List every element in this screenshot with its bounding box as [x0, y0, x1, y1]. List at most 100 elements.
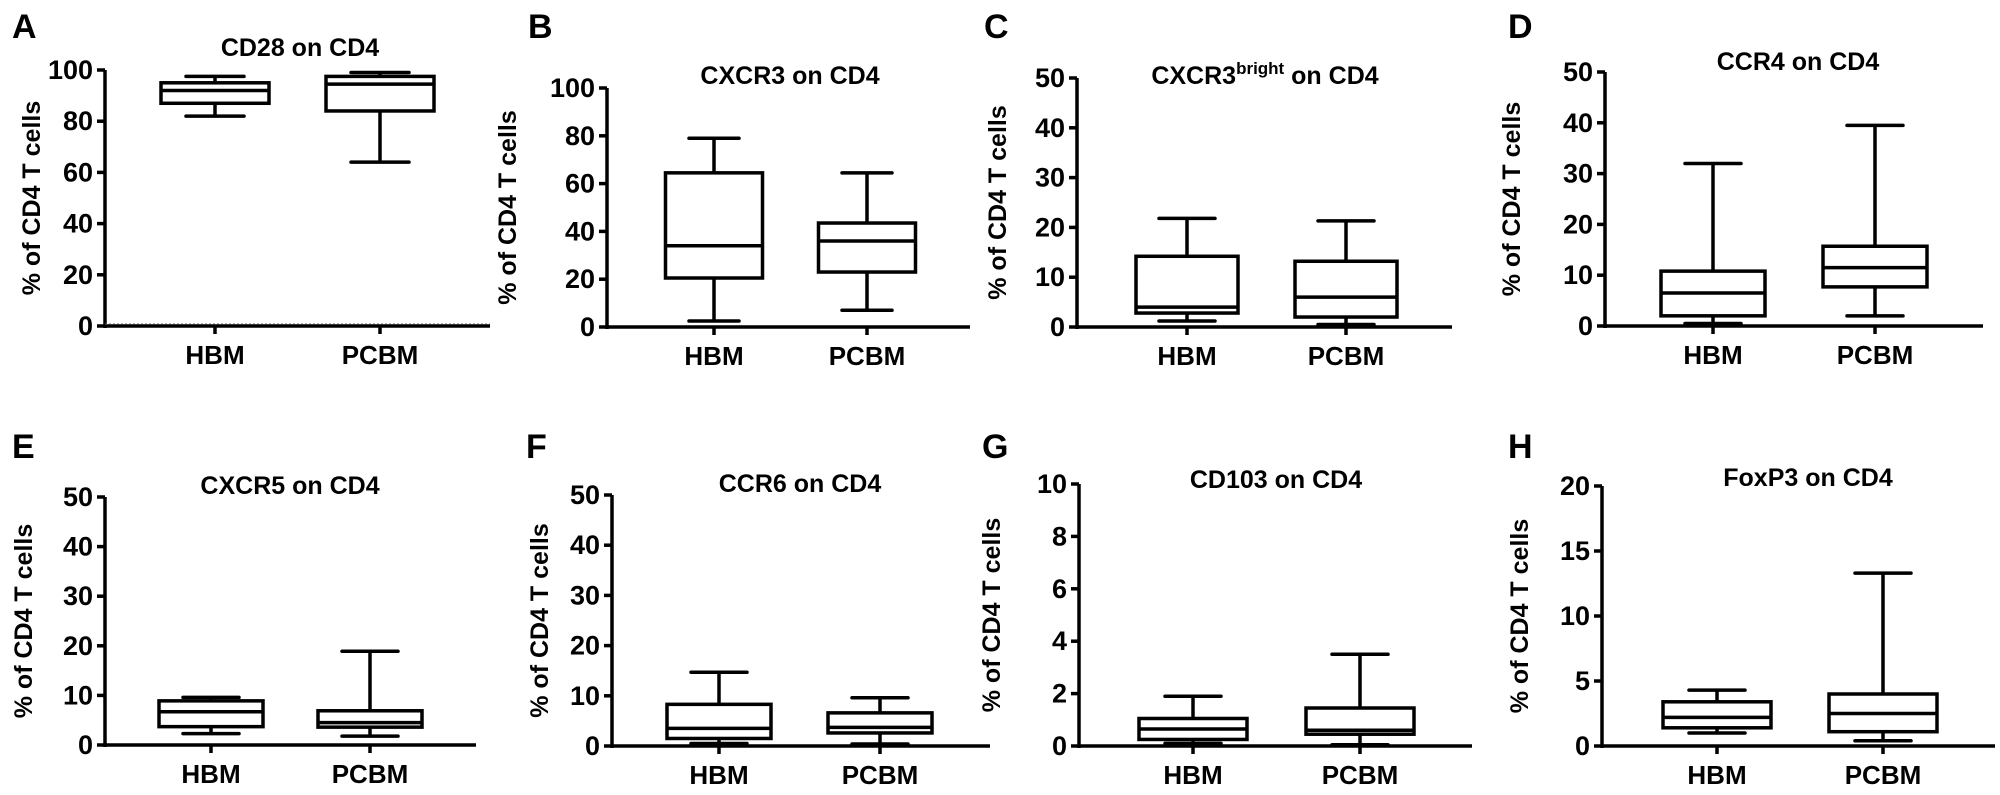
y-tick-label: 6 [1052, 574, 1067, 604]
y-axis-label: % of CD4 T cells [18, 101, 46, 296]
chart-title: CXCR3bright on CD4 [1151, 59, 1378, 90]
x-tick-label: PCBM [829, 341, 906, 371]
chart-title: CD103 on CD4 [1190, 466, 1362, 494]
panel-b: B CXCR3 on CD4 % of CD4 T cells 0 20 40 60 80 10… [494, 8, 970, 371]
chart-title: CCR4 on CD4 [1717, 48, 1880, 76]
y-tick-label: 40 [570, 530, 600, 560]
y-tick-label: 0 [78, 311, 93, 341]
iqr-box [1293, 259, 1399, 319]
box-hbm: HBM [663, 136, 765, 371]
x-tick-label: PCBM [842, 760, 919, 790]
y-tick-label: 8 [1052, 521, 1067, 551]
iqr-box [816, 221, 918, 274]
iqr-box [159, 81, 271, 106]
y-tick-label: 10 [1037, 469, 1067, 499]
panel-g: G CD103 on CD4 % of CD4 T cells 0 2 4 6 8 10 HBM P… [978, 428, 1472, 790]
panel-c: C CXCR3bright on CD4 % of CD4 T cells 0 10 20… [984, 8, 1452, 371]
y-tick-label: 30 [570, 580, 600, 610]
box-pcbm: PCBM [324, 70, 436, 370]
panel-h: H FoxP3 on CD4 % of CD4 T cells 0 5 10 15 20 HBM… [1506, 428, 1995, 790]
panel-letter: H [1508, 428, 1533, 466]
y-tick-label: 5 [1575, 666, 1590, 696]
y-tick-label: 4 [1052, 626, 1067, 656]
y-tick-label: 10 [570, 681, 600, 711]
y-tick-label: 10 [63, 680, 93, 710]
x-tick-label: PCBM [1308, 341, 1385, 371]
iqr-box [663, 171, 765, 280]
box-hbm: HBM [159, 74, 271, 370]
iqr-box [157, 699, 265, 729]
panel-letter: A [12, 8, 37, 46]
panel-f: F CCR6 on CD4 % of CD4 T cells 0 10 20 30 40 50 H… [526, 428, 990, 790]
y-tick-label: 40 [63, 532, 93, 562]
chart-title: CXCR5 on CD4 [200, 472, 379, 500]
x-tick-label: PCBM [1837, 340, 1914, 370]
panel-letter: E [12, 428, 35, 466]
y-tick-label: 30 [63, 581, 93, 611]
y-tick-label: 50 [570, 480, 600, 510]
y-axis-label: % of CD4 T cells [494, 110, 522, 305]
y-tick-label: 0 [1050, 312, 1065, 342]
y-tick-label: 0 [1052, 731, 1067, 761]
y-tick-label: 0 [580, 312, 595, 342]
panel-letter: F [526, 428, 547, 466]
y-axis-label: % of CD4 T cells [1498, 102, 1526, 297]
box-hbm: HBM [1134, 216, 1240, 371]
x-tick-label: PCBM [332, 759, 409, 789]
box-pcbm: PCBM [1827, 571, 1939, 790]
y-tick-label: 100 [550, 73, 595, 103]
box-hbm: HBM [1137, 694, 1249, 790]
y-tick-label: 100 [48, 55, 93, 85]
chart-title: CD28 on CD4 [221, 34, 379, 62]
iqr-box [665, 702, 773, 741]
y-tick-label: 20 [1560, 471, 1590, 501]
y-tick-label: 40 [565, 216, 595, 246]
box-hbm: HBM [157, 695, 265, 789]
x-tick-label: HBM [1157, 341, 1216, 371]
panel-d: D CCR4 on CD4 % of CD4 T cells 0 10 20 30 40 50 H… [1498, 8, 1983, 370]
y-tick-label: 40 [63, 209, 93, 239]
panel-letter: B [528, 8, 553, 46]
iqr-box [316, 709, 424, 729]
y-tick-label: 30 [1563, 159, 1593, 189]
y-tick-label: 60 [565, 169, 595, 199]
y-tick-label: 80 [565, 121, 595, 151]
box-pcbm: PCBM [1293, 219, 1399, 371]
y-axis-label: % of CD4 T cells [978, 518, 1006, 713]
x-tick-label: HBM [689, 760, 748, 790]
x-tick-label: HBM [185, 340, 244, 370]
box-pcbm: PCBM [1304, 652, 1416, 790]
y-axis-label: % of CD4 T cells [984, 105, 1012, 300]
panel-a: A CD28 on CD4 % of CD4 T cells 0 20 40 60 80 100… [12, 8, 490, 370]
y-axis-label: % of CD4 T cells [10, 524, 38, 719]
y-tick-label: 50 [1035, 63, 1065, 93]
panel-letter: C [984, 8, 1009, 46]
iqr-box [1134, 254, 1240, 315]
y-tick-label: 10 [1035, 262, 1065, 292]
panel-e: E CXCR5 on CD4 % of CD4 T cells 0 10 20 30 40 50… [10, 428, 476, 789]
y-tick-label: 15 [1560, 536, 1590, 566]
iqr-box [324, 74, 436, 113]
box-pcbm: PCBM [316, 649, 424, 789]
chart-title: CCR6 on CD4 [719, 470, 882, 498]
box-hbm: HBM [1659, 161, 1767, 370]
x-tick-label: HBM [181, 759, 240, 789]
y-tick-label: 0 [78, 730, 93, 760]
chart-title: FoxP3 on CD4 [1723, 464, 1893, 492]
chart-title: CXCR3 on CD4 [700, 62, 879, 90]
y-tick-label: 50 [63, 482, 93, 512]
y-tick-label: 20 [63, 260, 93, 290]
x-tick-label: PCBM [342, 340, 419, 370]
y-tick-label: 80 [63, 106, 93, 136]
x-tick-label: PCBM [1845, 760, 1922, 790]
x-tick-label: HBM [1163, 760, 1222, 790]
panel-letter: G [982, 428, 1008, 466]
y-axis-label: % of CD4 T cells [1506, 519, 1534, 714]
box-hbm: HBM [1661, 688, 1773, 790]
y-tick-label: 10 [1563, 260, 1593, 290]
box-hbm: HBM [665, 670, 773, 790]
y-tick-label: 0 [1578, 311, 1593, 341]
y-tick-label: 0 [1575, 731, 1590, 761]
y-tick-label: 20 [63, 631, 93, 661]
box-pcbm: PCBM [826, 696, 934, 790]
